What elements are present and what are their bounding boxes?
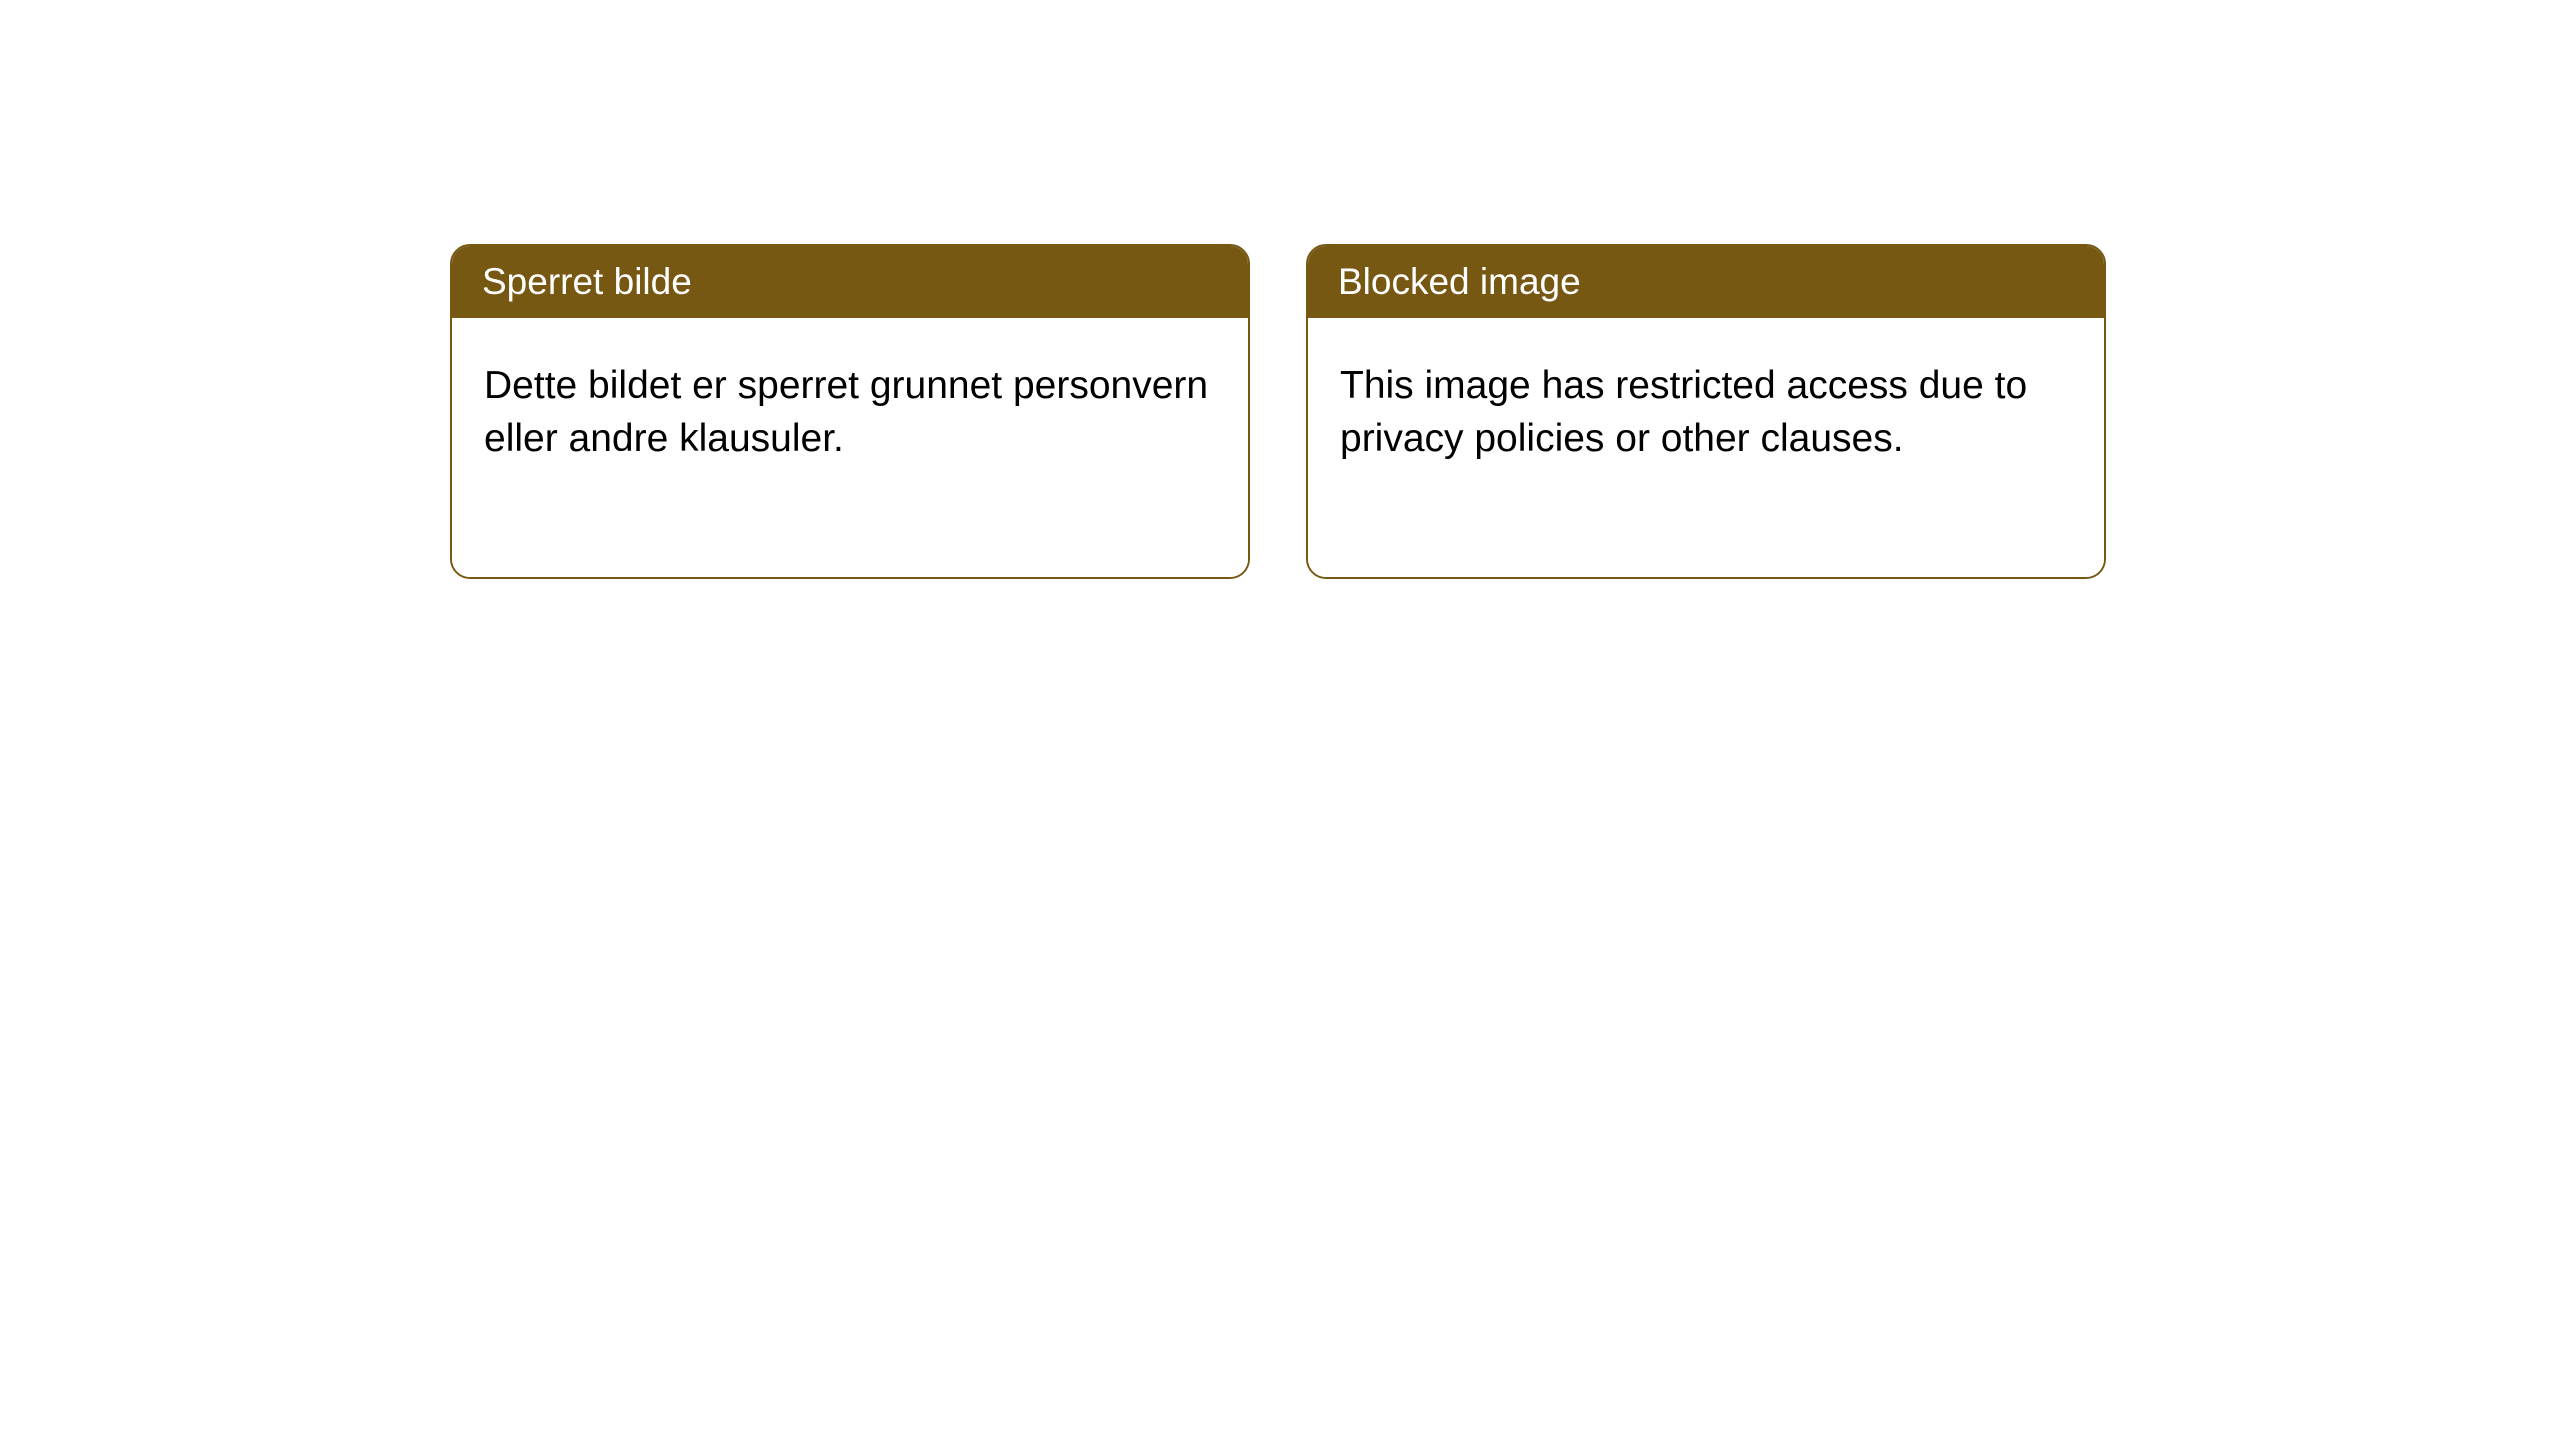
notice-container: Sperret bilde Dette bildet er sperret gr… bbox=[450, 244, 2560, 579]
notice-body: This image has restricted access due to … bbox=[1308, 318, 2104, 577]
notice-box-english: Blocked image This image has restricted … bbox=[1306, 244, 2106, 579]
notice-body-text: This image has restricted access due to … bbox=[1340, 364, 2027, 460]
notice-header: Sperret bilde bbox=[452, 246, 1248, 318]
notice-title: Blocked image bbox=[1338, 261, 1581, 302]
notice-header: Blocked image bbox=[1308, 246, 2104, 318]
notice-body-text: Dette bildet er sperret grunnet personve… bbox=[484, 364, 1208, 460]
notice-title: Sperret bilde bbox=[482, 261, 692, 302]
notice-body: Dette bildet er sperret grunnet personve… bbox=[452, 318, 1248, 577]
notice-box-norwegian: Sperret bilde Dette bildet er sperret gr… bbox=[450, 244, 1250, 579]
